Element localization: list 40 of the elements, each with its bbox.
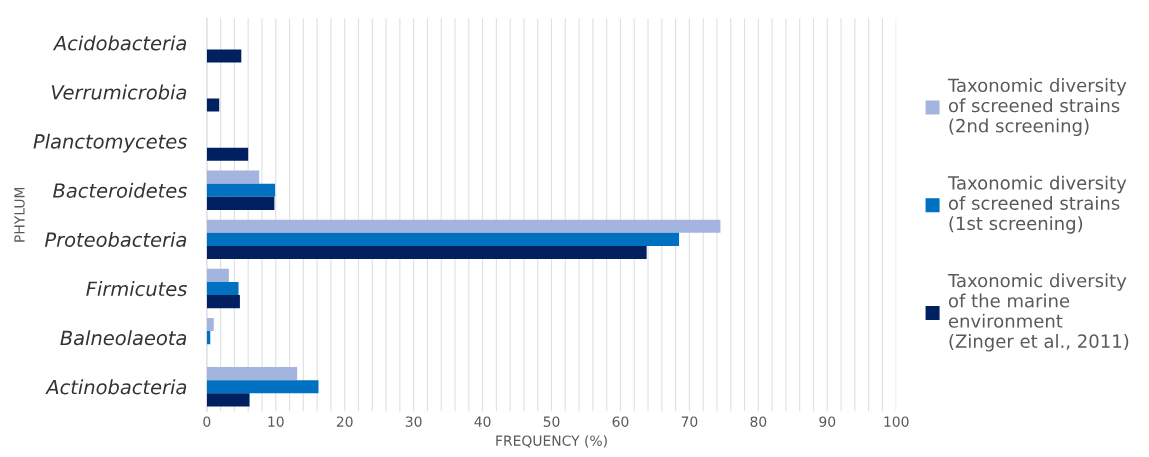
- bar: [206, 147, 249, 161]
- bar: [206, 245, 647, 259]
- x-tick-label: 70: [681, 416, 698, 427]
- bar: [206, 170, 260, 184]
- bar: [206, 393, 250, 407]
- x-tick-label: 60: [612, 416, 629, 427]
- bar: [206, 232, 680, 246]
- bar: [206, 219, 721, 233]
- bar: [206, 367, 298, 381]
- bar: [206, 98, 220, 112]
- bar: [206, 295, 240, 309]
- y-tick-label: Proteobacteria: [44, 231, 187, 248]
- x-tick-label: 0: [203, 416, 211, 427]
- y-tick-label: Bacteroidetes: [53, 182, 187, 198]
- bar: [206, 281, 239, 296]
- bar: [206, 268, 229, 282]
- x-tick-label: 80: [750, 416, 767, 427]
- bar: [206, 380, 319, 394]
- x-tick-label: 10: [268, 416, 284, 427]
- legend-label: Taxonomic diversity of the marine environment (Zinger et al., 2011): [947, 273, 1129, 352]
- x-tick-label: 50: [543, 416, 560, 427]
- y-tick-label: Acidobacteria: [52, 35, 187, 51]
- y-tick-label: Balneolaeota: [60, 330, 187, 346]
- legend-label: Taxonomic diversity of screened strains (2nd screening): [947, 78, 1127, 136]
- bar: [206, 196, 275, 210]
- x-tick-label: 20: [336, 416, 353, 427]
- bar: [206, 49, 242, 63]
- y-tick-label: Actinobacteria: [45, 379, 187, 395]
- y-axis-title: PHYLUM: [14, 187, 25, 242]
- x-tick-label: 90: [819, 416, 836, 427]
- x-tick-label: 30: [405, 416, 422, 427]
- x-axis-title: FREQUENCY (%): [496, 435, 607, 448]
- y-tick-label: Planctomycetes: [33, 133, 187, 153]
- bar: [206, 317, 214, 332]
- x-tick-label: 100: [884, 416, 909, 427]
- legend-label: Taxonomic diversity of screened strains (1st screening): [947, 175, 1127, 234]
- bar: [206, 183, 276, 197]
- y-tick-label: Firmicutes: [86, 281, 187, 297]
- x-tick-label: 40: [474, 416, 491, 427]
- y-tick-label: Verrumicrobia: [51, 84, 187, 100]
